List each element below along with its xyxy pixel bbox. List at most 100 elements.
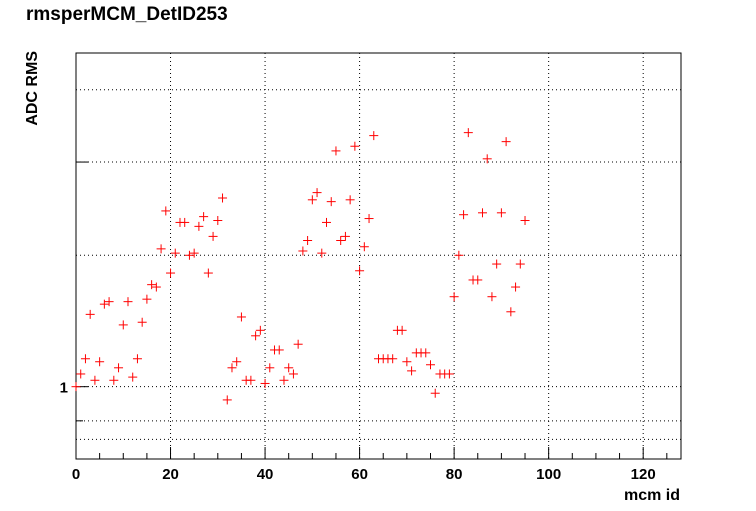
data-point: [506, 307, 516, 317]
data-point: [293, 339, 303, 349]
data-point: [246, 375, 256, 385]
data-point: [161, 206, 171, 216]
x-tick-label: 120: [631, 466, 656, 483]
data-point: [222, 395, 232, 405]
data-point: [402, 357, 412, 367]
data-point: [265, 363, 275, 373]
data-point: [359, 242, 369, 252]
data-point: [312, 188, 322, 198]
data-point: [170, 248, 180, 258]
data-point: [463, 128, 473, 138]
plot-frame: [75, 52, 682, 460]
data-point: [303, 235, 313, 245]
data-point: [90, 375, 100, 385]
x-tick-label: 100: [536, 466, 561, 483]
data-point: [260, 378, 270, 388]
chart-title: rmsperMCM_DetID253: [26, 4, 228, 25]
y-tick-labels: 1: [60, 380, 68, 397]
data-point: [80, 354, 90, 364]
data-point: [128, 372, 138, 382]
data-point: [444, 369, 454, 379]
data-point: [492, 259, 502, 269]
data-point: [227, 363, 237, 373]
data-point: [99, 299, 109, 309]
x-tick-label: 40: [257, 466, 274, 483]
data-point: [274, 345, 284, 355]
x-axis-label: mcm id: [624, 487, 680, 504]
data-point: [284, 363, 294, 373]
x-tick-label: 0: [72, 466, 80, 483]
data-point: [520, 215, 530, 225]
data-point: [232, 357, 242, 367]
data-point: [298, 246, 308, 256]
data-point: [331, 146, 341, 156]
data-point: [279, 375, 289, 385]
data-point: [114, 363, 124, 373]
data-point: [71, 382, 81, 392]
y-axis-label: ADC RMS: [24, 51, 41, 126]
y-tick-label: 1: [60, 380, 68, 397]
data-point: [132, 354, 142, 364]
data-point: [477, 208, 487, 218]
data-point: [151, 282, 161, 292]
data-point: [118, 320, 128, 330]
data-point: [123, 297, 133, 307]
data-point: [511, 282, 521, 292]
data-point: [184, 250, 194, 260]
data-point: [496, 208, 506, 218]
data-point: [397, 325, 407, 335]
data-point: [345, 195, 355, 205]
data-point: [218, 193, 228, 203]
data-point: [208, 231, 218, 241]
data-point: [147, 280, 157, 290]
data-point: [203, 268, 213, 278]
x-tick-label: 80: [446, 466, 463, 483]
data-point: [76, 369, 86, 379]
data-point: [501, 137, 511, 147]
data-point: [355, 266, 365, 276]
data-point: [95, 357, 105, 367]
data-point: [350, 141, 360, 151]
data-point: [336, 235, 346, 245]
data-point: [430, 388, 440, 398]
data-point: [407, 366, 417, 376]
data-point: [459, 210, 469, 220]
data-point: [255, 325, 265, 335]
data-point: [236, 312, 246, 322]
data-point: [326, 197, 336, 207]
data-point: [369, 131, 379, 141]
data-point: [317, 248, 327, 258]
data-point: [142, 294, 152, 304]
x-tick-label: 60: [351, 466, 368, 483]
data-point: [180, 217, 190, 227]
data-point: [199, 212, 209, 222]
data-point: [449, 292, 459, 302]
data-point: [473, 275, 483, 285]
data-point: [487, 292, 497, 302]
data-point: [288, 369, 298, 379]
data-point: [109, 375, 119, 385]
data-point: [137, 317, 147, 327]
data-point: [421, 348, 431, 358]
x-tick-labels: 0 20 40 60 80 100 120: [72, 466, 656, 483]
data-point: [166, 268, 176, 278]
x-tick-label: 20: [162, 466, 179, 483]
data-point: [482, 154, 492, 164]
data-point: [454, 250, 464, 260]
data-point: [104, 297, 114, 307]
data-point: [307, 195, 317, 205]
data-point: [189, 248, 199, 258]
data-points: [71, 128, 530, 405]
data-point: [194, 221, 204, 231]
data-point: [388, 354, 398, 364]
data-point: [85, 309, 95, 319]
data-point: [156, 244, 166, 254]
data-point: [213, 215, 223, 225]
data-point: [364, 214, 374, 224]
data-point: [251, 331, 261, 341]
grid-lines: [76, 53, 681, 459]
data-point: [340, 231, 350, 241]
data-point: [322, 217, 332, 227]
data-point: [515, 259, 525, 269]
